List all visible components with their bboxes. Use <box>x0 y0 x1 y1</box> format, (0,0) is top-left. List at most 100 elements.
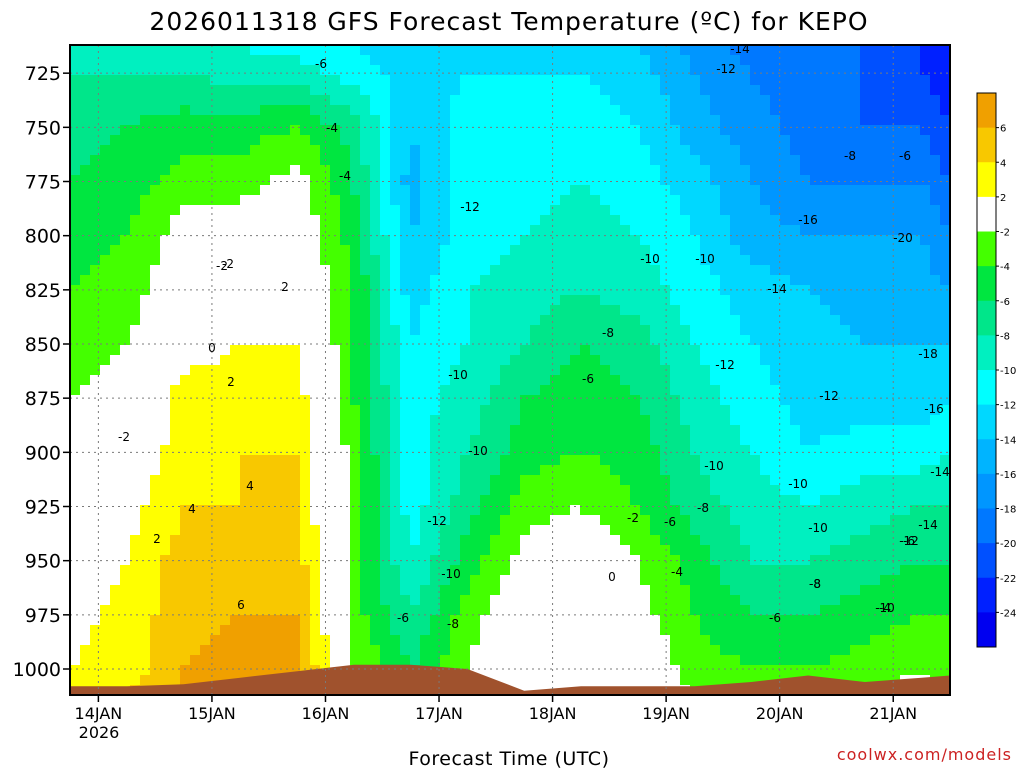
heatmap-cell <box>780 195 791 206</box>
heatmap-cell <box>570 595 581 606</box>
heatmap-cell <box>340 455 351 466</box>
heatmap-cell <box>540 565 551 576</box>
heatmap-cell <box>260 105 271 116</box>
heatmap-cell <box>230 495 241 506</box>
heatmap-cell <box>590 255 601 266</box>
heatmap-cell <box>510 585 521 596</box>
heatmap-cell <box>630 435 641 446</box>
heatmap-cell <box>260 125 271 136</box>
heatmap-cell <box>470 275 481 286</box>
heatmap-cell <box>840 595 851 606</box>
heatmap-cell <box>70 165 81 176</box>
heatmap-cell <box>620 105 631 116</box>
heatmap-cell <box>780 65 791 76</box>
heatmap-cell <box>440 435 451 446</box>
heatmap-cell <box>700 585 711 596</box>
heatmap-cell <box>390 475 401 486</box>
heatmap-cell <box>220 395 231 406</box>
heatmap-cell <box>820 595 831 606</box>
heatmap-cell <box>740 395 751 406</box>
heatmap-cell <box>640 215 651 226</box>
heatmap-cell <box>390 245 401 256</box>
heatmap-cell <box>460 225 471 236</box>
heatmap-cell <box>600 105 611 116</box>
heatmap-cell <box>660 185 671 196</box>
heatmap-cell <box>890 475 901 486</box>
heatmap-cell <box>930 415 941 426</box>
heatmap-cell <box>410 205 421 216</box>
heatmap-cell <box>670 405 681 416</box>
heatmap-cell <box>760 255 771 266</box>
heatmap-cell <box>780 265 791 276</box>
heatmap-cell <box>260 75 271 86</box>
heatmap-cell <box>830 375 841 386</box>
heatmap-cell <box>620 445 631 456</box>
heatmap-cell <box>140 425 151 436</box>
heatmap-cell <box>230 115 241 126</box>
heatmap-cell <box>760 515 771 526</box>
heatmap-cell <box>190 115 201 126</box>
heatmap-cell <box>550 255 561 266</box>
heatmap-cell <box>300 175 311 186</box>
heatmap-cell <box>390 75 401 86</box>
heatmap-cell <box>80 315 91 326</box>
heatmap-cell <box>890 445 901 456</box>
heatmap-cell <box>780 315 791 326</box>
heatmap-cell <box>470 365 481 376</box>
heatmap-cell <box>500 135 511 146</box>
heatmap-cell <box>380 485 391 496</box>
heatmap-cell <box>920 245 931 256</box>
heatmap-cell <box>440 215 451 226</box>
heatmap-cell <box>450 235 461 246</box>
heatmap-cell <box>410 575 421 586</box>
heatmap-cell <box>80 455 91 466</box>
heatmap-cell <box>570 275 581 286</box>
heatmap-cell <box>470 215 481 226</box>
heatmap-cell <box>620 575 631 586</box>
heatmap-cell <box>690 575 701 586</box>
heatmap-cell <box>710 135 721 146</box>
heatmap-cell <box>710 105 721 116</box>
heatmap-cell <box>160 165 171 176</box>
heatmap-cell <box>260 465 271 476</box>
heatmap-cell <box>560 515 571 526</box>
heatmap-cell <box>300 315 311 326</box>
heatmap-cell <box>600 465 611 476</box>
heatmap-cell <box>190 445 201 456</box>
heatmap-cell <box>550 175 561 186</box>
heatmap-cell <box>260 165 271 176</box>
heatmap-cell <box>240 225 251 236</box>
heatmap-cell <box>790 195 801 206</box>
heatmap-cell <box>200 515 211 526</box>
heatmap-cell <box>340 325 351 336</box>
heatmap-cell <box>390 565 401 576</box>
heatmap-cell <box>460 525 471 536</box>
heatmap-cell <box>790 595 801 606</box>
heatmap-cell <box>220 275 231 286</box>
heatmap-cell <box>870 295 881 306</box>
heatmap-cell <box>760 465 771 476</box>
heatmap-cell <box>860 135 871 146</box>
heatmap-cell <box>760 105 771 116</box>
heatmap-cell <box>850 405 861 416</box>
heatmap-cell <box>550 225 561 236</box>
heatmap-cell <box>650 265 661 276</box>
heatmap-cell <box>760 395 771 406</box>
heatmap-cell <box>760 485 771 496</box>
heatmap-cell <box>590 205 601 216</box>
heatmap-cell <box>420 85 431 96</box>
heatmap-cell <box>260 515 271 526</box>
heatmap-cell <box>70 225 81 236</box>
heatmap-cell <box>550 465 561 476</box>
heatmap-cell <box>220 535 231 546</box>
heatmap-cell <box>850 525 861 536</box>
heatmap-cell <box>370 345 381 356</box>
heatmap-cell <box>840 545 851 556</box>
heatmap-cell <box>840 425 851 436</box>
heatmap-cell <box>400 165 411 176</box>
heatmap-cell <box>680 445 691 456</box>
heatmap-cell <box>160 565 171 576</box>
heatmap-cell <box>720 565 731 576</box>
heatmap-cell <box>410 585 421 596</box>
heatmap-cell <box>380 525 391 536</box>
